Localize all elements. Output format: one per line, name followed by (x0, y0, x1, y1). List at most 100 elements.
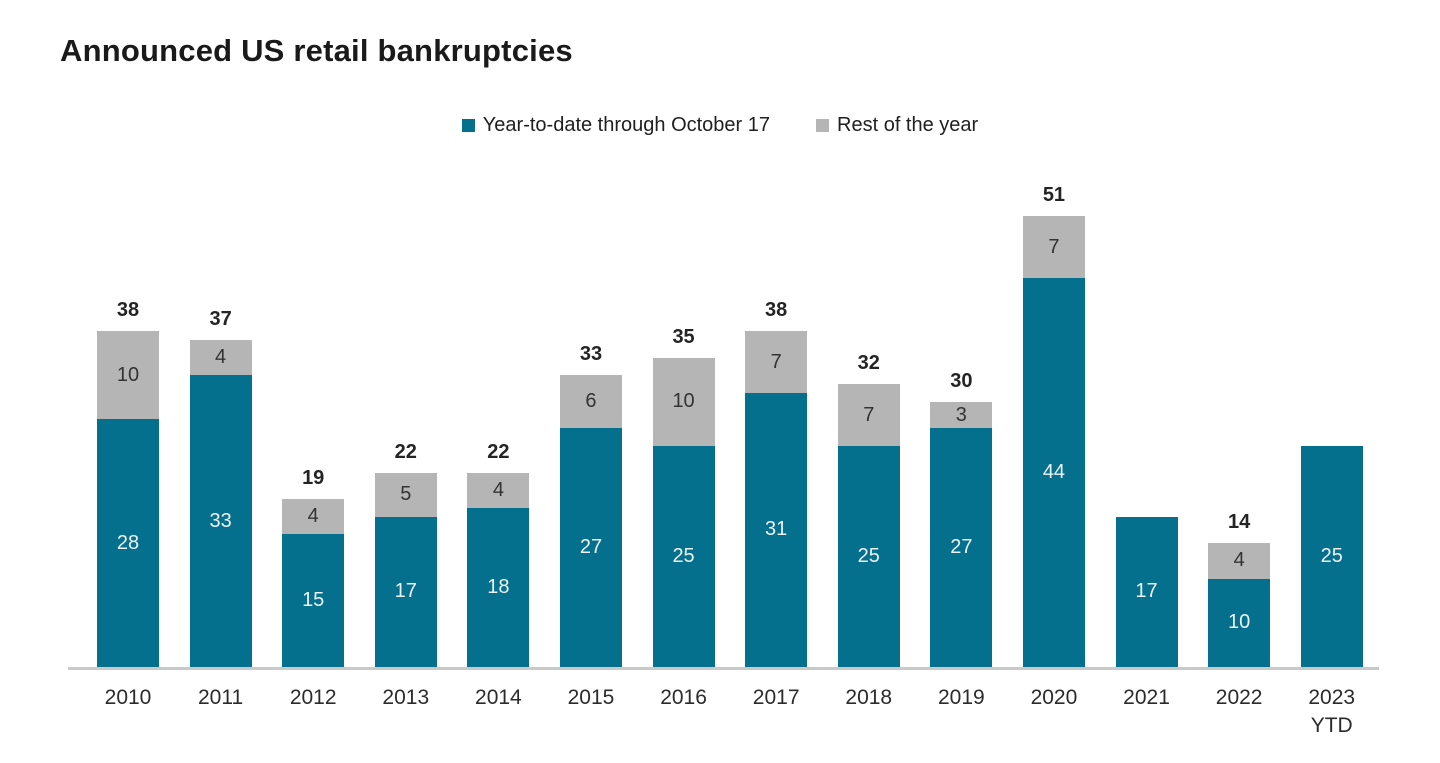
ytd-segment-2019: 27 (930, 428, 993, 667)
total-label-2013: 22 (394, 440, 417, 463)
ytd-segment-2018: 25 (837, 446, 900, 667)
teal-square-swatch-icon (461, 119, 475, 132)
rest-of-year-segment-2013: 5 (374, 472, 437, 517)
ytd-segment-2023: 25 (1300, 446, 1363, 667)
total-label-2020: 51 (1042, 184, 1066, 207)
rest-of-year-segment-2022: 4 (1208, 543, 1271, 579)
total-label-2015: 33 (579, 343, 603, 366)
gray-square-swatch-icon (816, 119, 830, 132)
segment-value-ytd-2023: 25 (1320, 545, 1343, 567)
x-axis-labels: 2010 2011 2012 2013 2014 2015 2016 2017 2018 2019… (97, 684, 1363, 741)
total-label-2022: 14 (1228, 511, 1251, 534)
x-label-2019: 2019 (937, 686, 985, 709)
x-label-2015: 2015 (567, 686, 615, 709)
segment-value-ytd-2015: 27 (579, 536, 603, 559)
segment-value-ytd-2022: 10 (1228, 611, 1251, 634)
x-label-2021: 2021 (1123, 686, 1170, 709)
segment-value-rest-2016: 10 (672, 390, 695, 413)
x-axis-line (68, 667, 1379, 670)
segment-value-ytd-2017: 31 (765, 518, 788, 541)
rest-of-year-segment-2012: 4 (282, 499, 345, 535)
legend-item-rest: Rest of the year (816, 114, 978, 137)
x-label-2017: 2017 (752, 686, 800, 709)
legend-label-ytd: Year-to-date through October 17 (482, 114, 771, 136)
ytd-segment-2022: 10 (1208, 578, 1271, 667)
segment-value-ytd-2016: 25 (672, 545, 695, 567)
x-label-2012: 2012 (289, 686, 337, 709)
x-label-2018: 2018 (845, 686, 893, 709)
total-label-2014: 22 (487, 440, 510, 463)
bar-column-2022: 14 4 10 (1208, 511, 1271, 667)
x-label-2020: 2020 (1030, 686, 1078, 709)
segment-value-rest-2013: 5 (400, 483, 412, 506)
total-label-2011: 37 (209, 307, 232, 330)
bar-column-2012: 19 4 15 (282, 467, 345, 667)
legend: Year-to-date through October 17 Rest of … (0, 114, 1440, 137)
total-label-2012: 19 (302, 467, 325, 490)
rest-of-year-segment-2011: 4 (189, 339, 252, 376)
x-label-2023: 2023 YTD (1308, 686, 1356, 738)
ytd-segment-2016: 25 (652, 446, 715, 667)
rest-of-year-segment-2018: 7 (837, 384, 900, 446)
x-label-2022: 2022 (1215, 686, 1263, 709)
ytd-segment-2013: 17 (374, 516, 437, 667)
segment-value-rest-2020: 7 (1048, 235, 1060, 258)
segment-value-rest-2012: 4 (307, 505, 319, 528)
total-label-2017: 38 (765, 299, 788, 322)
ytd-segment-2010: 28 (97, 419, 159, 667)
bars: 38 10 28 37 4 33 19 4 15 22 5 17 22 4 18 33 6 27 35 10 25 38 7… (97, 184, 1363, 667)
segment-value-ytd-2018: 25 (857, 545, 880, 567)
rest-of-year-segment-2014: 4 (467, 472, 530, 508)
segment-value-ytd-2019: 27 (950, 536, 973, 559)
bar-column-2010: 38 10 28 (97, 299, 159, 667)
segment-value-rest-2014: 4 (492, 478, 504, 501)
x-label-2010: 2010 (104, 686, 152, 709)
segment-value-rest-2022: 4 (1233, 549, 1245, 572)
bar-column-2018: 32 7 25 (837, 352, 900, 667)
segment-value-rest-2015: 6 (585, 390, 597, 413)
total-label-2018: 32 (857, 352, 880, 375)
bar-column-2013: 22 5 17 (374, 440, 437, 667)
ytd-segment-2014: 18 (467, 507, 530, 667)
rest-of-year-segment-2010: 10 (97, 331, 159, 420)
rest-of-year-segment-2020: 7 (1022, 216, 1085, 279)
ytd-segment-2020: 44 (1022, 278, 1085, 667)
segment-value-rest-2019: 3 (955, 403, 967, 426)
legend-label-rest: Rest of the year (837, 114, 979, 136)
ytd-segment-2011: 33 (189, 375, 252, 667)
segment-value-ytd-2011: 33 (209, 509, 232, 532)
bar-column-2014: 22 4 18 (467, 440, 530, 667)
bar-column-2021: 17 (1115, 516, 1178, 667)
rest-of-year-segment-2015: 6 (559, 375, 622, 429)
bar-column-2016: 35 10 25 (652, 325, 715, 667)
bar-column-2017: 38 7 31 (745, 299, 808, 667)
segment-value-ytd-2020: 44 (1042, 461, 1066, 484)
x-label-2016: 2016 (660, 686, 707, 709)
segment-value-rest-2017: 7 (770, 350, 782, 373)
segment-value-rest-2011: 4 (215, 346, 227, 369)
segment-value-rest-2018: 7 (863, 403, 875, 426)
total-label-2019: 30 (950, 369, 973, 392)
x-label-2014: 2014 (475, 686, 522, 709)
bar-column-2019: 30 3 27 (930, 369, 993, 667)
total-label-2016: 35 (672, 325, 695, 348)
legend-item-ytd: Year-to-date through October 17 (461, 114, 771, 137)
rest-of-year-segment-2017: 7 (745, 331, 808, 393)
total-label-2010: 38 (116, 299, 140, 322)
ytd-segment-2017: 31 (745, 392, 808, 667)
rest-of-year-segment-2019: 3 (930, 401, 993, 429)
ytd-segment-2012: 15 (282, 534, 345, 667)
segment-value-rest-2010: 10 (116, 363, 140, 386)
rest-of-year-segment-2016: 10 (652, 357, 715, 446)
bar-column-2015: 33 6 27 (559, 343, 622, 667)
bar-column-2011: 37 4 33 (189, 307, 252, 667)
segment-value-ytd-2010: 28 (116, 531, 140, 554)
x-label-2013: 2013 (382, 686, 430, 709)
bar-column-2020: 51 7 44 (1022, 184, 1085, 667)
ytd-segment-2021: 17 (1115, 516, 1178, 667)
segment-value-ytd-2013: 17 (394, 580, 417, 603)
bar-column-2023: 25 (1300, 446, 1363, 667)
ytd-segment-2015: 27 (559, 428, 622, 667)
